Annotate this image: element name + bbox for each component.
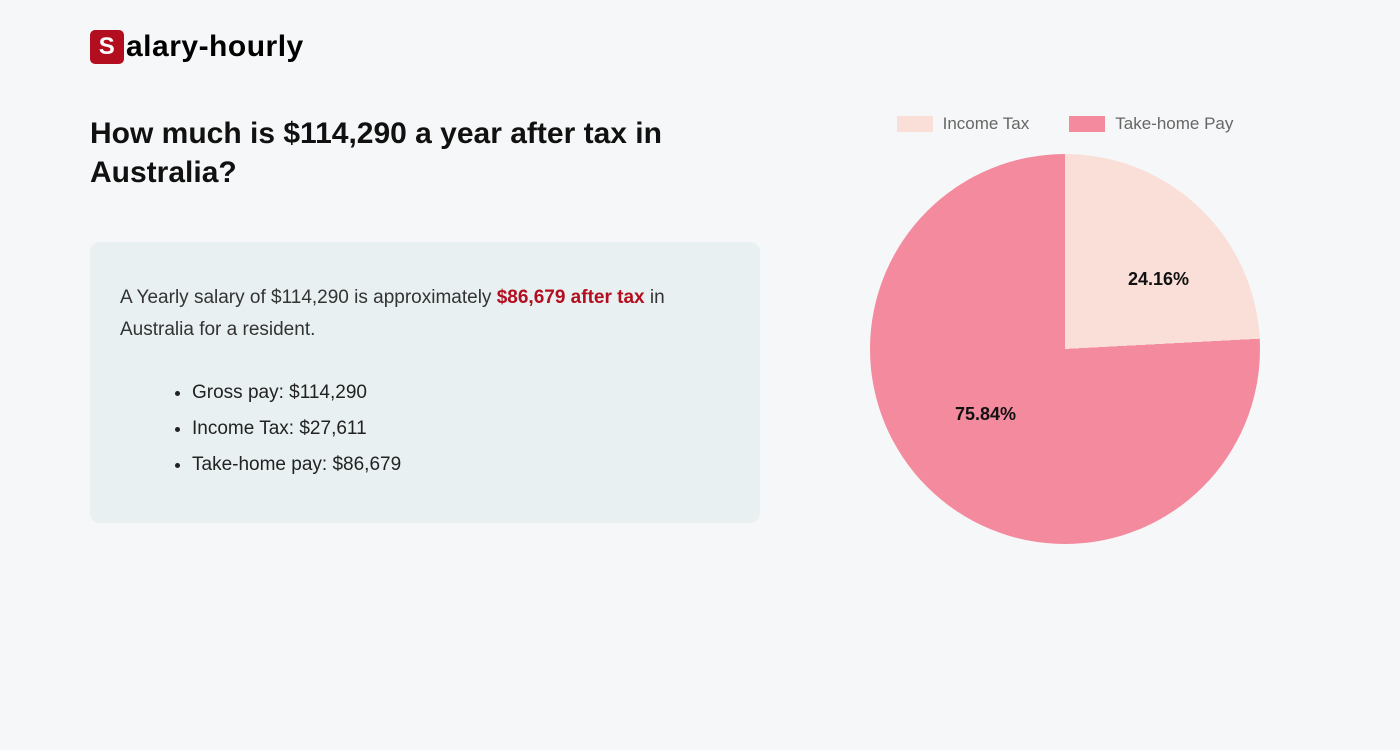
logo-badge: S <box>90 30 124 64</box>
pie-label-take-home: 75.84% <box>955 404 1016 425</box>
page-title: How much is $114,290 a year after tax in… <box>90 114 760 192</box>
legend-label-income-tax: Income Tax <box>943 114 1030 134</box>
site-logo: Salary-hourly <box>90 30 1310 64</box>
chart-panel: Income Tax Take-home Pay 24.16% 75.84% <box>820 114 1310 544</box>
pie-chart: 24.16% 75.84% <box>870 154 1260 544</box>
logo-text: alary-hourly <box>126 30 304 64</box>
chart-legend: Income Tax Take-home Pay <box>897 114 1234 134</box>
bullet-take-home: Take-home pay: $86,679 <box>192 447 730 483</box>
summary-bullets: Gross pay: $114,290 Income Tax: $27,611 … <box>120 375 730 483</box>
summary-box: A Yearly salary of $114,290 is approxima… <box>90 242 760 523</box>
summary-highlight: $86,679 after tax <box>497 287 645 308</box>
bullet-income-tax: Income Tax: $27,611 <box>192 411 730 447</box>
legend-label-take-home: Take-home Pay <box>1115 114 1233 134</box>
legend-take-home: Take-home Pay <box>1069 114 1233 134</box>
legend-income-tax: Income Tax <box>897 114 1030 134</box>
legend-swatch-take-home <box>1069 116 1105 132</box>
pie-label-income-tax: 24.16% <box>1128 269 1189 290</box>
summary-intro: A Yearly salary of $114,290 is approxima… <box>120 282 730 347</box>
bullet-gross-pay: Gross pay: $114,290 <box>192 375 730 411</box>
summary-intro-prefix: A Yearly salary of $114,290 is approxima… <box>120 287 497 308</box>
legend-swatch-income-tax <box>897 116 933 132</box>
pie-disc <box>870 154 1260 544</box>
